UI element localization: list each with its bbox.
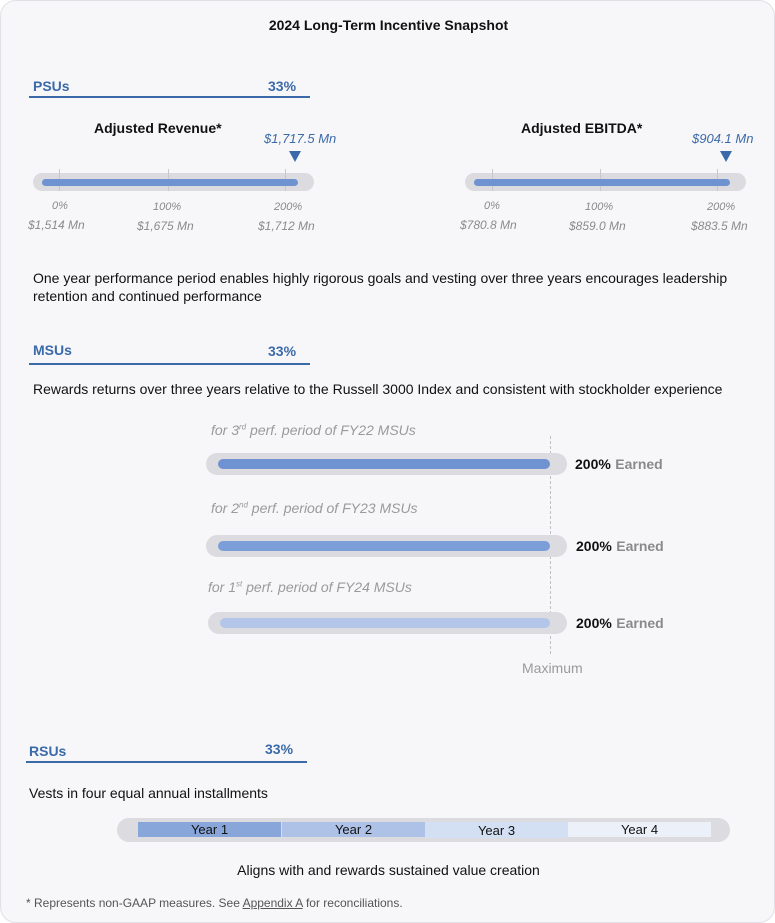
revenue-tick-pct: 200%: [274, 201, 303, 213]
rsus-description: Vests in four equal annual installments: [29, 785, 268, 801]
msus-rule: [29, 363, 310, 365]
ebitda-tick-value: $859.0 Mn: [569, 219, 626, 233]
msu-period-result: 200% Earned: [576, 538, 664, 554]
rsus-rule: [26, 761, 307, 763]
msu-period-result: 200% Earned: [576, 615, 664, 631]
ebitda-tick-pct: 100%: [585, 201, 614, 213]
msu-period-label: for 3rd perf. period of FY22 MSUs: [211, 422, 416, 438]
maximum-label: Maximum: [522, 660, 583, 676]
ebitda-actual-marker-icon: [720, 151, 732, 162]
ebitda-progress-fill: [474, 179, 730, 186]
ebitda-actual-value: $904.1 Mn: [692, 131, 754, 146]
msus-percent: 33%: [268, 343, 297, 359]
revenue-tick-value: $1,675 Mn: [137, 219, 194, 233]
psus-label: PSUs: [33, 78, 70, 94]
rsu-year-2: Year 2: [282, 822, 425, 837]
revenue-tick-value: $1,712 Mn: [258, 219, 315, 233]
ebitda-tick-value: $780.8 Mn: [460, 218, 517, 232]
msus-label: MSUs: [33, 342, 72, 358]
rsus-caption: Aligns with and rewards sustained value …: [237, 862, 540, 878]
revenue-tick-pct: 0%: [52, 200, 68, 212]
psus-rule: [29, 96, 310, 98]
msus-description: Rewards returns over three years relativ…: [33, 381, 723, 397]
rsu-year-1: Year 1: [138, 822, 281, 837]
page-title: 2024 Long-Term Incentive Snapshot: [268, 17, 509, 33]
msu-period-result: 200% Earned: [575, 456, 663, 472]
msu-period-label: for 1st perf. period of FY24 MSUs: [208, 579, 412, 595]
rsus-label: RSUs: [29, 743, 67, 759]
ebitda-tick-pct: 200%: [707, 201, 736, 213]
revenue-actual-value: $1,717.5 Mn: [264, 131, 337, 146]
revenue-actual-marker-icon: [289, 151, 301, 162]
revenue-metric-title: Adjusted Revenue*: [94, 120, 222, 136]
msu-period-fill: [220, 618, 550, 628]
rsu-year-4: Year 4: [568, 822, 711, 837]
footnote: * Represents non-GAAP measures. See Appe…: [26, 896, 403, 910]
msu-period-fill: [218, 459, 550, 469]
msu-period-label: for 2nd perf. period of FY23 MSUs: [211, 500, 418, 516]
ebitda-tick-pct: 0%: [484, 200, 500, 212]
rsus-percent: 33%: [265, 741, 294, 757]
appendix-link[interactable]: Appendix A: [242, 896, 303, 910]
ebitda-tick-value: $883.5 Mn: [691, 219, 748, 233]
psus-percent: 33%: [268, 78, 297, 94]
rsu-year-3: Year 3: [425, 822, 568, 838]
revenue-tick-value: $1,514 Mn: [28, 218, 85, 232]
psus-description: One year performance period enables high…: [33, 270, 728, 304]
ebitda-metric-title: Adjusted EBITDA*: [521, 120, 643, 136]
revenue-tick-pct: 100%: [153, 201, 182, 213]
revenue-progress-fill: [42, 179, 298, 186]
msu-period-fill: [218, 541, 550, 551]
